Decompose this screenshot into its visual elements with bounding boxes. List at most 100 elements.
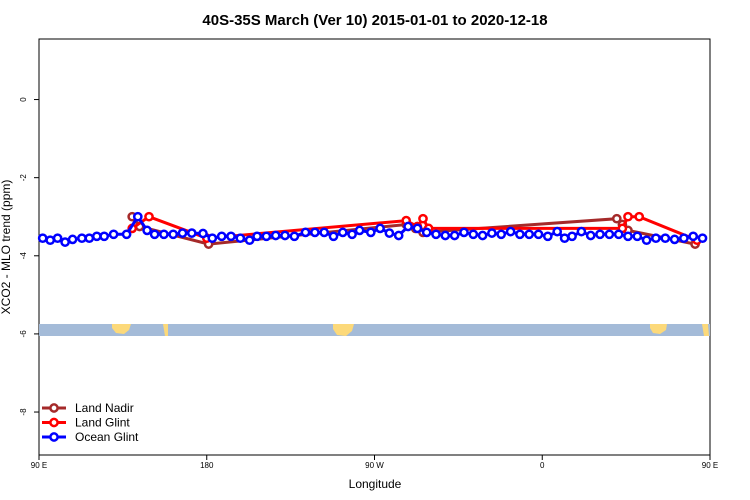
data-point-ocean-glint [375, 223, 385, 234]
data-point-ocean-glint [641, 235, 652, 246]
data-point-ocean-glint [270, 230, 281, 241]
data-point-ocean-glint [310, 227, 320, 238]
legend-marker [49, 403, 59, 413]
data-point-ocean-glint [365, 227, 376, 238]
data-point-ocean-glint [393, 230, 404, 241]
legend-marker [49, 432, 59, 442]
data-point-ocean-glint [613, 229, 624, 240]
data-point-ocean-glint [477, 230, 488, 241]
series-layer [37, 211, 708, 249]
data-point-ocean-glint [99, 231, 110, 242]
data-point-ocean-glint [496, 229, 507, 240]
data-point-land-glint [623, 211, 633, 222]
data-point-ocean-glint [623, 231, 633, 242]
x-axis: 90 E 180 90 W 0 90 E [31, 455, 718, 470]
data-point-ocean-glint [300, 227, 311, 238]
legend-item-land-glint: Land Glint [42, 416, 130, 430]
data-point-ocean-glint [149, 229, 160, 240]
data-point-ocean-glint [354, 225, 365, 236]
data-point-ocean-glint [177, 228, 188, 238]
data-point-ocean-glint [198, 228, 208, 239]
data-point-ocean-glint [207, 233, 218, 244]
data-point-ocean-glint [412, 223, 423, 234]
data-point-ocean-glint [449, 230, 460, 241]
y-tick-label: -4 [19, 252, 28, 260]
data-point-land-glint [144, 211, 154, 222]
data-point-ocean-glint [660, 233, 671, 244]
data-point-ocean-glint [60, 237, 70, 247]
y-axis: 0 -2 -4 -6 -8 [19, 97, 39, 416]
data-point-land-glint [634, 211, 645, 222]
data-point-ocean-glint [542, 231, 553, 242]
data-point-ocean-glint [280, 230, 290, 241]
data-point-ocean-glint [688, 231, 699, 242]
x-axis-label: Longitude [349, 477, 402, 491]
data-point-ocean-glint [651, 233, 661, 244]
data-point-ocean-glint [235, 233, 246, 244]
data-point-ocean-glint [559, 233, 570, 244]
chart-title: 40S-35S March (Ver 10) 2015-01-01 to 202… [202, 12, 547, 29]
data-point-ocean-glint [216, 231, 227, 242]
data-point-land-nadir [611, 213, 622, 224]
data-point-ocean-glint [632, 231, 643, 242]
legend-label: Ocean Glint [75, 430, 139, 444]
data-point-ocean-glint [108, 229, 119, 240]
data-point-ocean-glint [487, 228, 497, 238]
data-point-ocean-glint [403, 221, 413, 232]
plot-frame [38, 38, 711, 456]
data-point-ocean-glint [289, 231, 300, 242]
data-point-ocean-glint [142, 225, 152, 236]
data-point-ocean-glint [347, 229, 357, 240]
x-tick-label: 180 [200, 461, 214, 470]
data-point-ocean-glint [431, 229, 441, 240]
x-tick-label: 0 [540, 461, 545, 470]
legend-label: Land Glint [75, 416, 130, 430]
data-point-ocean-glint [159, 229, 169, 240]
x-tick-label: 90 E [31, 461, 47, 470]
data-point-ocean-glint [533, 229, 544, 240]
data-point-ocean-glint [468, 229, 479, 240]
data-point-land-glint [418, 213, 428, 224]
y-tick-label: -6 [19, 330, 28, 338]
x-tick-label: 90 E [702, 461, 718, 470]
data-point-ocean-glint [524, 229, 535, 240]
data-point-ocean-glint [261, 231, 272, 242]
legend-item-land-nadir: Land Nadir [42, 401, 134, 415]
data-point-ocean-glint [67, 234, 78, 245]
data-point-ocean-glint [45, 235, 56, 246]
series-ocean-glint [37, 211, 708, 247]
data-point-ocean-glint [328, 231, 339, 242]
data-point-ocean-glint [168, 229, 179, 240]
data-point-ocean-glint [52, 233, 63, 244]
data-point-ocean-glint [337, 227, 348, 238]
legend-marker [49, 417, 59, 428]
data-point-ocean-glint [576, 226, 587, 237]
data-point-ocean-glint [505, 226, 516, 237]
data-point-ocean-glint [595, 229, 605, 240]
y-axis-label: XCO2 - MLO trend (ppm) [0, 180, 13, 315]
legend-label: Land Nadir [75, 401, 134, 415]
x-tick-label: 90 W [365, 461, 384, 470]
data-point-ocean-glint [421, 227, 432, 238]
y-tick-label: 0 [19, 97, 28, 102]
data-point-ocean-glint [440, 230, 451, 241]
data-point-ocean-glint [459, 227, 469, 238]
data-point-ocean-glint [567, 231, 577, 242]
data-point-ocean-glint [604, 229, 615, 240]
y-tick-label: -8 [19, 408, 28, 416]
map-strip [39, 324, 710, 336]
data-point-ocean-glint [186, 228, 197, 238]
data-point-ocean-glint [585, 230, 596, 241]
data-point-ocean-glint [226, 231, 236, 242]
data-point-ocean-glint [91, 231, 102, 242]
data-point-ocean-glint [244, 235, 255, 246]
data-point-ocean-glint [552, 226, 563, 237]
data-point-ocean-glint [37, 233, 48, 244]
data-point-ocean-glint [319, 227, 330, 238]
data-point-ocean-glint [669, 234, 680, 245]
data-point-ocean-glint [77, 233, 87, 244]
legend-item-ocean-glint: Ocean Glint [42, 430, 139, 444]
data-point-ocean-glint [132, 211, 143, 222]
